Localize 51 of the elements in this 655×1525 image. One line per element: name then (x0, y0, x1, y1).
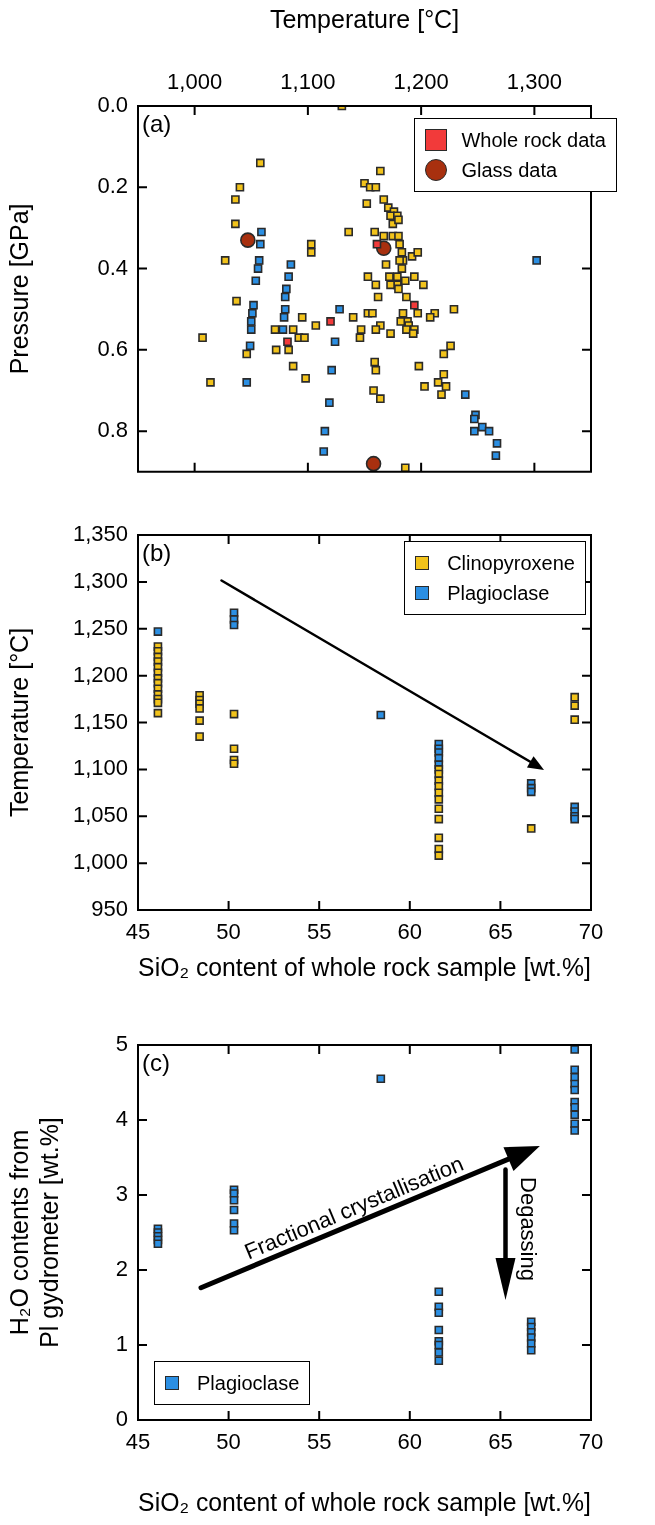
x-tick-label: 70 (578, 1429, 604, 1455)
x-tick-label: 55 (306, 1429, 332, 1455)
y-tick-label: 1,250 (72, 614, 128, 640)
legend-label: Plagioclase (447, 581, 550, 606)
y-tick-label: 1 (115, 1331, 128, 1357)
x-tick-label: 50 (216, 1429, 241, 1455)
y-tick-label: 1,200 (72, 661, 128, 687)
y-tick-label: 0.8 (97, 417, 128, 443)
y-tick-label: 1,100 (72, 755, 128, 781)
x-tick-label: 50 (216, 919, 241, 945)
x-axis-title: SiO₂ content of whole rock sample [wt.%] (138, 952, 591, 981)
x-tick-label: 45 (125, 1429, 151, 1455)
y-axis-title: Pressure [GPa] (4, 203, 33, 375)
y-tick-label: 4 (115, 1106, 128, 1132)
x-tick-label: 55 (306, 919, 332, 945)
y-tick-label: 950 (91, 896, 128, 922)
y-tick-label: 1,300 (72, 567, 128, 593)
legend-label: Clinopyroxene (447, 551, 575, 576)
y-tick-label: 1,150 (72, 708, 128, 734)
y-tick-label: 1,050 (72, 802, 128, 828)
y-tick-label: 1,350 (72, 521, 128, 547)
y-tick-label: 3 (115, 1181, 128, 1207)
annotation: (a) (142, 110, 172, 138)
x-tick-label: 1,100 (280, 68, 336, 94)
annotation: (c) (142, 1049, 170, 1077)
x-tick-label: 45 (125, 919, 151, 945)
x-axis-title: SiO₂ content of whole rock sample [wt.%] (138, 1487, 591, 1516)
x-tick-label: 1,000 (167, 68, 223, 94)
y-tick-label: 0.6 (97, 335, 128, 361)
annotation: (b) (142, 539, 172, 567)
annotation: Degassing (515, 1176, 542, 1281)
legend-label: Glass data (461, 158, 558, 183)
x-tick-label: 70 (578, 919, 604, 945)
y-tick-label: 2 (115, 1256, 128, 1282)
y-tick-label: 5 (115, 1031, 128, 1057)
y-tick-label: 0.2 (97, 173, 128, 199)
y-axis-title: Temperature [°C] (4, 627, 33, 818)
y-tick-label: 0 (115, 1406, 128, 1432)
y-tick-label: 0.0 (97, 92, 128, 118)
x-axis-title: Temperature [°C] (269, 4, 460, 33)
x-tick-label: 60 (397, 1429, 423, 1455)
legend-label: Whole rock data (461, 128, 606, 153)
y-tick-label: 1,000 (72, 849, 128, 875)
x-tick-label: 60 (397, 919, 423, 945)
x-tick-label: 65 (488, 1429, 513, 1455)
legend-label: Plagioclase (197, 1371, 300, 1396)
y-axis-title: H₂O contents from Pl gydrometer [wt.%] (4, 1117, 63, 1348)
x-tick-label: 1,300 (506, 68, 562, 94)
x-tick-label: 65 (488, 919, 513, 945)
x-tick-label: 1,200 (393, 68, 449, 94)
y-tick-label: 0.4 (97, 254, 128, 280)
